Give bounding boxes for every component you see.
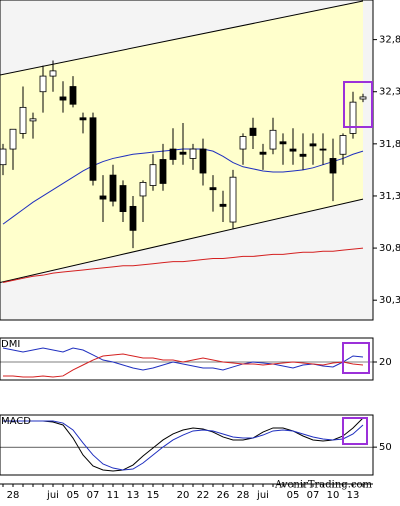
candle-body	[239, 136, 247, 150]
x-tick-label: jui	[46, 490, 59, 501]
y-tick-label: 30,3	[379, 295, 400, 306]
candle-body	[179, 151, 187, 155]
candle-body	[199, 148, 207, 174]
candle-body	[269, 129, 277, 150]
candle-body	[259, 151, 267, 155]
candle-body	[59, 96, 67, 101]
candle-body	[89, 117, 97, 181]
y-tick-label: 31,8	[379, 139, 400, 150]
candle-body	[139, 182, 147, 197]
candle-body	[229, 176, 237, 223]
x-tick-label: 07	[307, 490, 320, 501]
candle-body	[49, 70, 57, 77]
x-tick-label: 07	[87, 490, 100, 501]
candle-body	[0, 148, 7, 166]
candle-body	[249, 127, 257, 136]
candle-body	[219, 203, 227, 207]
candle-body	[159, 159, 167, 184]
candle-body	[109, 174, 117, 202]
y-tick-label: 20	[379, 357, 392, 368]
candle-body	[129, 205, 137, 231]
channel-line	[0, 0, 364, 76]
x-tick-label: 13	[347, 490, 360, 501]
candle-body	[279, 141, 287, 145]
candle-body	[209, 187, 217, 191]
panel-title: MACD	[1, 416, 31, 427]
panel-border	[0, 0, 374, 321]
candle-body	[329, 158, 337, 174]
candle-body	[119, 185, 127, 212]
candle-body	[79, 117, 87, 121]
x-tick-label: jui	[256, 490, 269, 501]
series-line	[3, 353, 364, 378]
candle-body	[339, 135, 347, 155]
candle-body	[69, 86, 77, 105]
x-tick-label: 11	[107, 490, 120, 501]
candle-body	[289, 148, 297, 152]
highlight-box	[343, 81, 373, 128]
candle-body	[309, 143, 317, 147]
highlight-box	[342, 417, 368, 445]
x-tick-label: 28	[7, 490, 20, 501]
candle-body	[29, 118, 37, 122]
candle-body	[349, 101, 357, 134]
x-tick-label: 20	[177, 490, 190, 501]
x-tick-label: 22	[197, 490, 210, 501]
candle-body	[359, 96, 367, 100]
y-tick-label: 30,8	[379, 243, 400, 254]
series-line	[2, 247, 364, 283]
candle-body	[149, 164, 157, 186]
x-tick-label: 28	[237, 490, 250, 501]
series-line	[2, 347, 364, 371]
x-tick-label: 05	[287, 490, 300, 501]
y-tick-label: 50	[379, 442, 392, 453]
channel-line	[0, 198, 364, 283]
x-tick-label: 13	[127, 490, 140, 501]
candle-body	[169, 148, 177, 160]
candle-body	[19, 106, 27, 134]
candle-body	[319, 148, 327, 151]
series-line	[3, 417, 364, 472]
series-line	[3, 420, 364, 471]
x-tick-label: 10	[327, 490, 340, 501]
x-tick-label: 15	[147, 490, 160, 501]
panel-border	[0, 414, 374, 476]
y-tick-label: 32,3	[379, 87, 400, 98]
candle-body	[9, 128, 17, 150]
channel-fill	[0, 1, 363, 283]
highlight-box	[342, 342, 370, 374]
candle-body	[189, 148, 197, 159]
y-tick-label: 32,8	[379, 35, 400, 46]
x-tick-label: 26	[217, 490, 230, 501]
x-tick-label: 05	[67, 490, 80, 501]
panel-border	[0, 337, 374, 381]
panel-title: DMI	[1, 339, 20, 350]
candle-body	[39, 75, 47, 93]
candle-body	[99, 195, 107, 200]
candle-body	[299, 153, 307, 157]
y-tick-label: 31,3	[379, 191, 400, 202]
